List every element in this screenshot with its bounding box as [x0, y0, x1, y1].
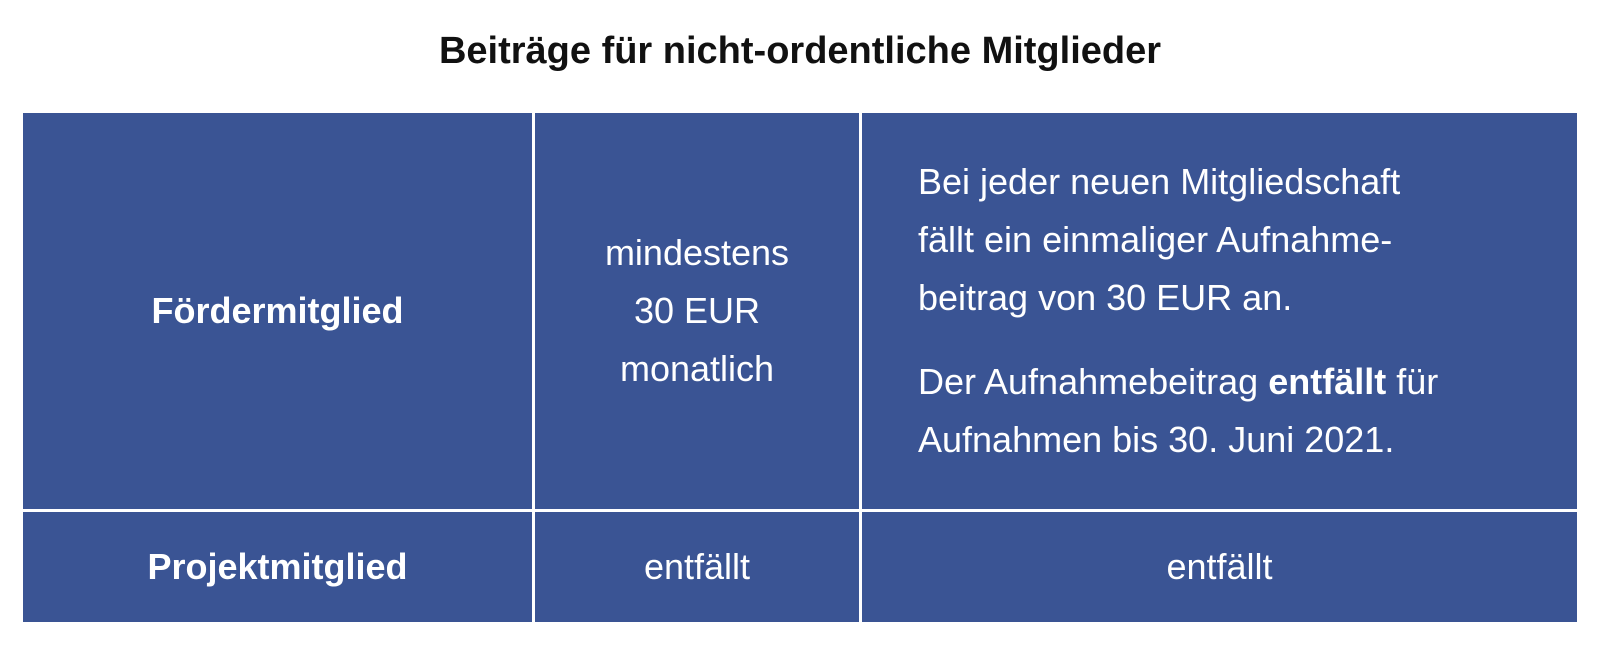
fee-line-1: mindestens — [604, 232, 790, 273]
fee-cell: mindestens 30 EUR monatlich — [532, 110, 862, 512]
note-cell: entfällt — [859, 509, 1580, 625]
note-line-4: Der Aufnahmebeitrag entfällt für — [918, 353, 1521, 411]
fee-line-3: monatlich — [619, 348, 775, 389]
page-title: Beiträge für nicht-ordentliche Mitgliede… — [438, 30, 1162, 72]
membership-type-cell: Fördermitglied — [20, 110, 535, 512]
note-line-5: Aufnahmen bis 30. Juni 2021. — [918, 419, 1395, 460]
fee-value: entfällt — [643, 546, 751, 587]
note-cell: Bei jeder neuen Mitgliedschaft fällt ein… — [859, 110, 1580, 512]
note-value: entfällt — [1166, 546, 1273, 587]
fee-line-2: 30 EUR — [633, 290, 761, 331]
note-line-1: Bei jeder neuen Mitgliedschaft — [918, 161, 1401, 202]
membership-type-label: Fördermitglied — [151, 290, 404, 331]
membership-type-cell: Projektmitglied — [20, 509, 535, 625]
note-line-3: beitrag von 30 EUR an. — [918, 277, 1293, 318]
fees-table: Fördermitglied mindestens 30 EUR monatli… — [20, 110, 1580, 625]
note-paragraph-2: Der Aufnahmebeitrag entfällt für Aufnahm… — [918, 353, 1521, 469]
fee-cell: entfällt — [532, 509, 862, 625]
note-emphasis: entfällt — [1268, 361, 1387, 402]
table-row-foerdermitglied: Fördermitglied mindestens 30 EUR monatli… — [20, 110, 1580, 512]
note-paragraph-1: Bei jeder neuen Mitgliedschaft fällt ein… — [918, 153, 1521, 327]
note-text-after: für — [1386, 361, 1439, 402]
membership-type-label: Projektmitglied — [147, 546, 408, 587]
note-line-2: fällt ein einmaliger Aufnahme- — [918, 219, 1393, 260]
table-row-projektmitglied: Projektmitglied entfällt entfällt — [20, 509, 1580, 625]
note-text-before: Der Aufnahmebeitrag — [918, 361, 1269, 402]
